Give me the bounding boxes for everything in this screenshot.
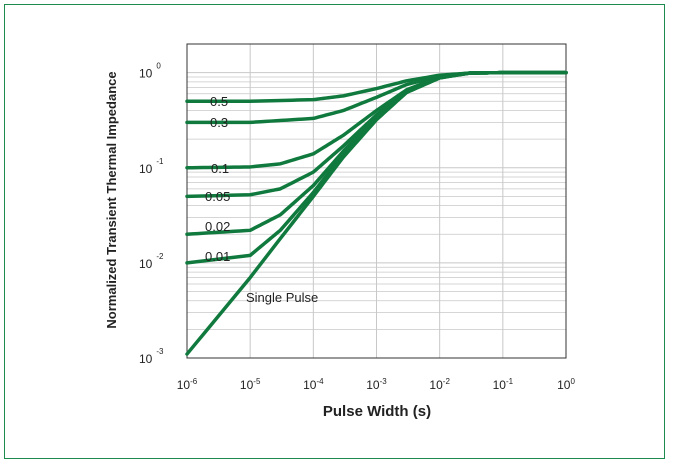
x-tick-label: 100 — [557, 377, 575, 392]
x-tick-label: 10-3 — [366, 377, 387, 392]
grid-lines — [186, 43, 566, 359]
series-label-6: Single Pulse — [246, 290, 318, 305]
x-tick-label: 10-4 — [303, 377, 324, 392]
y-tick-label: 10-3 — [139, 347, 164, 366]
x-tick-label: 10-5 — [240, 377, 261, 392]
x-tick-labels: 10-6 10-5 10-4 10-3 10-2 10-1 100 — [177, 377, 576, 392]
x-axis-label: Pulse Width (s) — [323, 403, 431, 420]
x-tick-label: 10-6 — [177, 377, 198, 392]
series-labels: 0.5 0.3 0.1 0.05 0.02 0.01 Single Pulse — [205, 94, 318, 305]
y-tick-label: 10-2 — [139, 252, 164, 271]
y-tick-label: 100 — [139, 62, 161, 81]
series-label-0: 0.5 — [210, 94, 228, 109]
y-tick-labels: 100 10-1 10-2 10-3 — [139, 62, 164, 366]
y-axis-label: Normalized Transient Thermal Impedance — [104, 71, 119, 328]
series-label-3: 0.05 — [205, 189, 230, 204]
series-label-4: 0.02 — [205, 219, 230, 234]
series-label-2: 0.1 — [211, 161, 229, 176]
x-tick-label: 10-1 — [493, 377, 514, 392]
series-curves — [185, 70, 568, 356]
plot-area-border — [186, 43, 567, 359]
y-tick-label: 10-1 — [139, 157, 164, 176]
series-label-5: 0.01 — [205, 249, 230, 264]
series-curve-6 — [185, 70, 568, 356]
chart-frame — [4, 4, 665, 459]
series-label-1: 0.3 — [210, 115, 228, 130]
x-tick-label: 10-2 — [429, 377, 450, 392]
